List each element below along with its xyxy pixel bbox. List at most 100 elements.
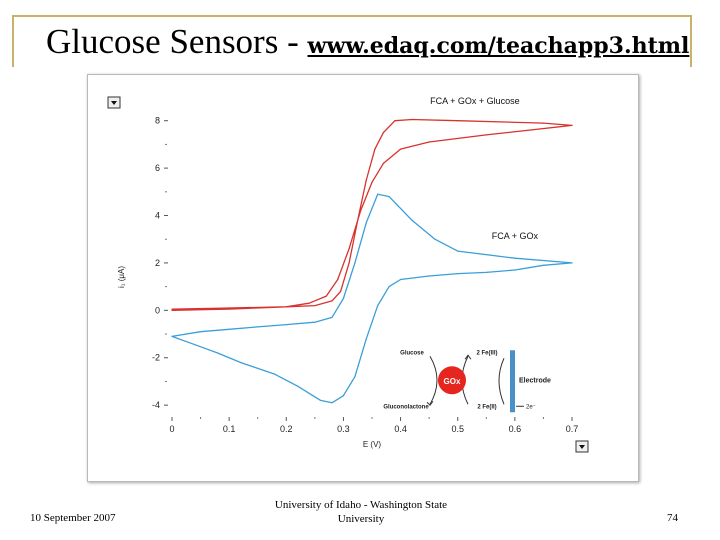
series-gox-point (428, 275, 430, 277)
series-gox-point (571, 262, 573, 264)
annotation-gox: FCA + GOx (492, 231, 539, 241)
series-glucose-point (542, 122, 544, 124)
x-axis-menu-button[interactable] (575, 440, 589, 453)
y-tick-label: 4 (155, 211, 160, 221)
series-glucose-point (485, 134, 487, 136)
inset-right-arrowhead (464, 354, 472, 360)
inset-gluconolactone-label: Gluconolactone (383, 404, 429, 410)
series-gox-point (171, 335, 173, 337)
series-gox-point (388, 286, 390, 288)
series-gox-point (331, 316, 333, 318)
series-gox-point (514, 257, 516, 259)
series-gox-point (377, 305, 379, 307)
slide-title: Glucose Sensors - www.edaq.com/teachapp3… (46, 22, 689, 62)
y-tick-label: 0 (155, 305, 160, 315)
x-tick-label: 0.1 (223, 424, 236, 434)
series-glucose-point (365, 179, 367, 181)
chart-panel: 0 0.1 0.2 0.3 0.4 0.5 0.6 0.7 -4 -2 0 2 4 6 8 E (V) i₁ (… (87, 74, 639, 482)
series-glucose-point (340, 290, 342, 292)
series-gox-point (365, 338, 367, 340)
series-gox-point (542, 264, 544, 266)
series-glucose-point (171, 308, 173, 310)
series-gox-point (200, 331, 202, 333)
series-gox-point (365, 222, 367, 224)
series-glucose-point (428, 141, 430, 143)
page-number: 74 (667, 512, 678, 524)
series-gox-line (171, 193, 573, 404)
series-gox-point (194, 344, 196, 346)
series-gox-point (320, 399, 322, 401)
series-gox-point (377, 193, 379, 195)
series-glucose-line (171, 118, 573, 311)
inset-glucose-label: Glucose (400, 350, 424, 356)
series-glucose-point (411, 118, 413, 121)
series-glucose-point (348, 248, 350, 250)
series-gox-point (485, 271, 487, 273)
footer-university: University of Idaho - Washington State U… (268, 498, 454, 526)
inset-left-arrowhead (426, 400, 434, 407)
footer-date: 10 September 2007 (30, 512, 116, 524)
y-tick-label: -4 (152, 400, 160, 410)
series-gox-point (434, 238, 436, 240)
inset-left-arrow (429, 356, 438, 405)
series-gox-point (297, 385, 299, 387)
slide-title-url[interactable]: www.edaq.com/teachapp3.html (307, 33, 690, 59)
series-gox-point (257, 326, 259, 328)
series-glucose-point (171, 309, 173, 311)
series-gox-point (285, 324, 287, 326)
series-gox-point (342, 395, 344, 397)
series-gox-point (274, 373, 276, 375)
annotation-glucose: FCA + GOx + Glucose (430, 96, 520, 106)
chevron-down-icon (579, 445, 585, 449)
x-axis-label: E (V) (363, 440, 382, 449)
series-glucose-point (571, 124, 573, 126)
series-glucose-point (394, 120, 396, 122)
x-tick-label: 0 (169, 424, 174, 434)
series-gox-point (457, 273, 459, 275)
series-gox-point (331, 402, 333, 404)
series-glucose-point (371, 181, 373, 183)
inset-electrons-label: 2e⁻ (526, 404, 536, 410)
series-glucose-point (285, 306, 287, 308)
title-frame-right (690, 15, 692, 67)
y-tick-label: 6 (155, 163, 160, 173)
inset-electrode-arrow (498, 358, 505, 405)
series-gox-point (354, 376, 356, 378)
series-gox-point (457, 250, 459, 252)
series-glucose-point (314, 305, 316, 307)
series-gox-point (314, 321, 316, 323)
y-tick-label: 2 (155, 258, 160, 268)
series-glucose-point (360, 210, 362, 212)
x-tick-label: 0.7 (566, 424, 579, 434)
series-glucose-point (348, 262, 350, 264)
y-axis-menu-button[interactable] (107, 96, 121, 109)
series-glucose-point (308, 302, 310, 304)
series-gox-point (411, 219, 413, 221)
electrode-bar (510, 350, 515, 413)
series-glucose-point (357, 219, 359, 221)
inset-fe3-label: 2 Fe(III) (476, 350, 497, 356)
inset-fe2-label: 2 Fe(II) (477, 404, 496, 410)
chevron-down-icon (111, 101, 117, 105)
series-glucose-point (325, 295, 327, 297)
series-glucose-point (457, 120, 459, 122)
series-gox-point (217, 352, 219, 354)
series-gox-point (388, 196, 390, 198)
series-gox-point (400, 278, 402, 281)
y-tick-label: -2 (152, 353, 160, 363)
x-tick-label: 0.5 (451, 424, 464, 434)
gox-enzyme-label: GOx (444, 377, 461, 386)
y-tick-label: 8 (155, 116, 160, 126)
title-frame-top (12, 15, 692, 17)
series-gox-point (342, 297, 344, 300)
series-glucose-point (374, 148, 376, 150)
series-gox-point (228, 328, 230, 330)
series-glucose-point (228, 308, 230, 310)
series-glucose-point (382, 132, 384, 134)
series-glucose-point (337, 278, 339, 281)
cyclic-voltammogram-chart: 0 0.1 0.2 0.3 0.4 0.5 0.6 0.7 -4 -2 0 2 4 6 8 E (V) i₁ (… (107, 96, 589, 453)
x-tick-label: 0.3 (337, 424, 350, 434)
slide-title-text: Glucose Sensors - (46, 22, 308, 61)
x-tick-label: 0.6 (509, 424, 522, 434)
x-tick-label: 0.2 (280, 424, 293, 434)
